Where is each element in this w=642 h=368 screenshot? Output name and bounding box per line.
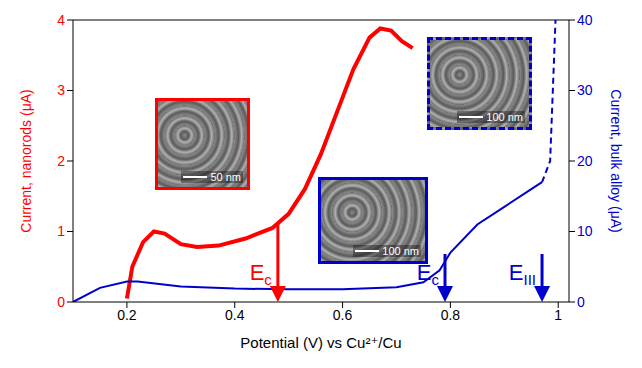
svg-text:1: 1 — [554, 307, 562, 323]
svg-text:2: 2 — [57, 153, 65, 169]
svg-text:20: 20 — [577, 153, 593, 169]
html-text:100 nm: 100 nm — [382, 245, 419, 257]
svg-text:Current, bulk alloy (μA): Current, bulk alloy (μA) — [608, 89, 624, 232]
html-text:100 nm: 100 nm — [486, 111, 523, 123]
svg-text:30: 30 — [577, 82, 593, 98]
svg-text:0: 0 — [577, 294, 585, 310]
svg-text:1: 1 — [57, 223, 65, 239]
svg-text:0: 0 — [57, 294, 65, 310]
svg-text:3: 3 — [57, 82, 65, 98]
html-text:50 nm: 50 nm — [210, 171, 241, 183]
svg-text:EIII: EIII — [509, 260, 536, 288]
svg-text:Ec: Ec — [417, 260, 440, 288]
svg-text:Potential (V) vs Cu²⁺/Cu: Potential (V) vs Cu²⁺/Cu — [240, 334, 401, 351]
svg-text:4: 4 — [57, 12, 65, 28]
svg-text:0.6: 0.6 — [333, 307, 353, 323]
svg-text:0.8: 0.8 — [441, 307, 461, 323]
svg-text:0.4: 0.4 — [225, 307, 245, 323]
svg-text:Current, nanorods (μA): Current, nanorods (μA) — [18, 89, 34, 232]
svg-text:10: 10 — [577, 223, 593, 239]
svg-text:40: 40 — [577, 12, 593, 28]
svg-text:0.2: 0.2 — [117, 307, 137, 323]
svg-text:Ec: Ec — [250, 260, 273, 288]
